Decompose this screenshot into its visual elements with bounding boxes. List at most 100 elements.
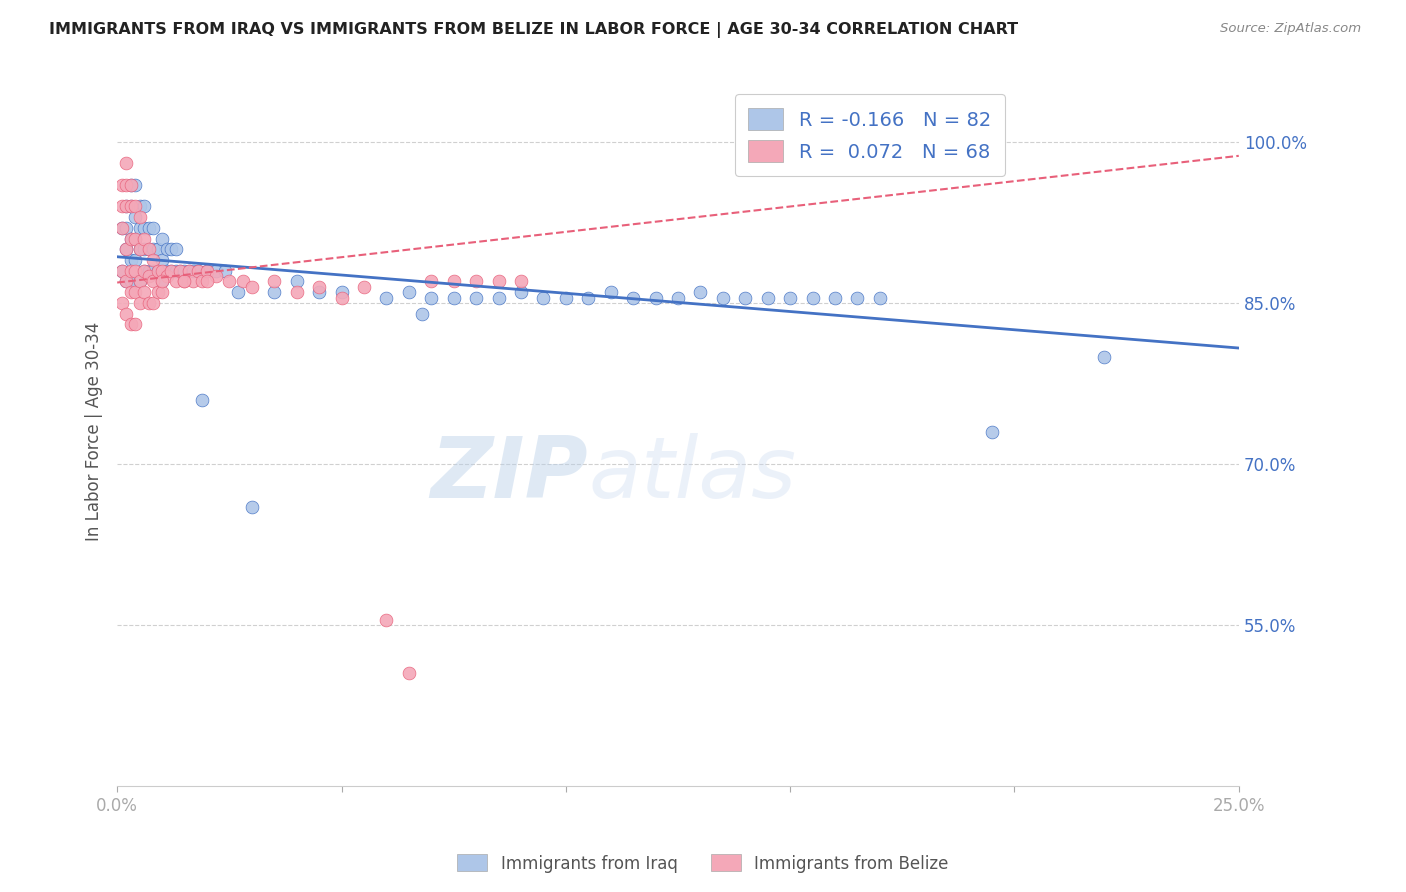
Point — [115, 307, 138, 321]
Point — [138, 269, 160, 284]
Point — [308, 285, 330, 300]
Point — [124, 285, 146, 300]
Point — [142, 264, 165, 278]
Point — [711, 291, 734, 305]
Point — [240, 500, 263, 514]
Point — [689, 285, 711, 300]
Point — [240, 280, 263, 294]
Point — [330, 285, 353, 300]
Point — [263, 275, 285, 289]
Point — [120, 264, 142, 278]
Point — [128, 296, 150, 310]
Text: IMMIGRANTS FROM IRAQ VS IMMIGRANTS FROM BELIZE IN LABOR FORCE | AGE 30-34 CORREL: IMMIGRANTS FROM IRAQ VS IMMIGRANTS FROM … — [49, 22, 1018, 38]
Y-axis label: In Labor Force | Age 30-34: In Labor Force | Age 30-34 — [86, 322, 103, 541]
Point — [173, 264, 195, 278]
Point — [666, 291, 689, 305]
Point — [138, 242, 160, 256]
Point — [576, 291, 599, 305]
Point — [115, 199, 138, 213]
Point — [308, 280, 330, 294]
Point — [510, 275, 533, 289]
Point — [228, 285, 250, 300]
Point — [195, 275, 218, 289]
Point — [205, 264, 228, 278]
Point — [132, 220, 155, 235]
Point — [554, 291, 576, 305]
Point — [756, 291, 779, 305]
Point — [146, 242, 169, 256]
Point — [488, 275, 510, 289]
Legend: Immigrants from Iraq, Immigrants from Belize: Immigrants from Iraq, Immigrants from Be… — [451, 847, 955, 880]
Point — [142, 220, 165, 235]
Point — [824, 291, 846, 305]
Point — [411, 307, 433, 321]
Point — [124, 231, 146, 245]
Point — [120, 318, 142, 332]
Point — [488, 291, 510, 305]
Point — [111, 264, 134, 278]
Point — [120, 252, 142, 267]
Point — [150, 285, 173, 300]
Point — [111, 264, 134, 278]
Point — [132, 199, 155, 213]
Point — [111, 220, 134, 235]
Point — [128, 242, 150, 256]
Text: atlas: atlas — [588, 433, 796, 516]
Point — [353, 280, 375, 294]
Point — [155, 264, 177, 278]
Point — [120, 285, 142, 300]
Point — [187, 264, 209, 278]
Point — [138, 220, 160, 235]
Point — [115, 220, 138, 235]
Point — [146, 264, 169, 278]
Point — [846, 291, 869, 305]
Point — [734, 291, 756, 305]
Point — [138, 296, 160, 310]
Point — [205, 269, 228, 284]
Point — [124, 231, 146, 245]
Point — [160, 264, 183, 278]
Point — [285, 285, 308, 300]
Point — [115, 242, 138, 256]
Point — [150, 264, 173, 278]
Point — [132, 264, 155, 278]
Point — [115, 242, 138, 256]
Point — [128, 242, 150, 256]
Point — [142, 242, 165, 256]
Point — [128, 275, 150, 289]
Point — [124, 210, 146, 224]
Point — [150, 275, 173, 289]
Point — [138, 242, 160, 256]
Point — [142, 275, 165, 289]
Point — [146, 285, 169, 300]
Point — [195, 264, 218, 278]
Point — [150, 275, 173, 289]
Text: Source: ZipAtlas.com: Source: ZipAtlas.com — [1220, 22, 1361, 36]
Point — [120, 231, 142, 245]
Point — [465, 291, 488, 305]
Point — [155, 269, 177, 284]
Point — [150, 231, 173, 245]
Point — [263, 285, 285, 300]
Point — [621, 291, 644, 305]
Point — [124, 264, 146, 278]
Point — [375, 613, 398, 627]
Point — [165, 264, 187, 278]
Point — [173, 275, 195, 289]
Legend: R = -0.166   N = 82, R =  0.072   N = 68: R = -0.166 N = 82, R = 0.072 N = 68 — [735, 95, 1005, 176]
Point — [120, 178, 142, 192]
Point — [177, 264, 200, 278]
Point — [285, 275, 308, 289]
Point — [124, 178, 146, 192]
Text: ZIP: ZIP — [430, 433, 588, 516]
Point — [420, 275, 443, 289]
Point — [443, 275, 465, 289]
Point — [1092, 350, 1115, 364]
Point — [132, 242, 155, 256]
Point — [183, 275, 205, 289]
Point — [191, 275, 214, 289]
Point — [111, 220, 134, 235]
Point — [183, 264, 205, 278]
Point — [195, 264, 218, 278]
Point — [115, 275, 138, 289]
